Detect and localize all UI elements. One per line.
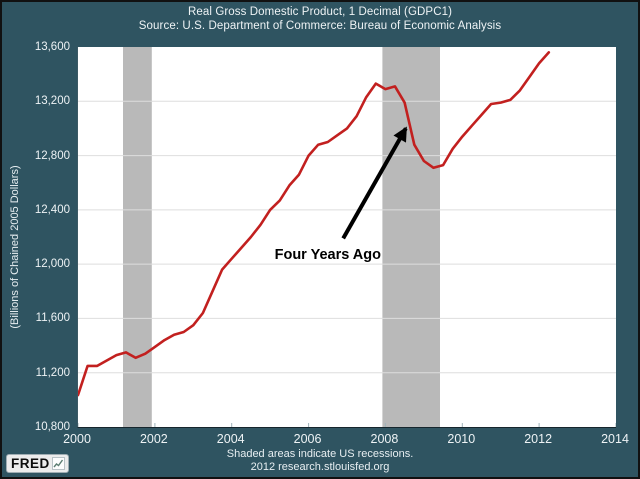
y-tick-label: 13,600	[34, 41, 70, 53]
y-tick-label: 12,400	[34, 203, 70, 216]
annotation-label: Four Years Ago	[275, 247, 382, 263]
y-tick-label: 11,200	[35, 366, 70, 379]
y-axis-title: (Billions of Chained 2005 Dollars)	[9, 165, 21, 329]
recession-band	[123, 47, 152, 427]
y-tick-label: 10,800	[34, 421, 70, 433]
x-tick-label: 2002	[139, 432, 168, 446]
x-tick-label: 2012	[524, 432, 553, 446]
y-tick-label: 13,200	[34, 95, 70, 108]
plot-area: Four Years Ago	[77, 47, 616, 428]
chart-line-icon	[51, 457, 65, 470]
gdp-line-chart: Four Years Ago	[78, 47, 616, 427]
x-tick-label: 2010	[447, 432, 476, 446]
y-tick-label: 12,000	[34, 258, 70, 271]
x-tick-label: 2006	[293, 432, 322, 446]
y-tick-label: 12,800	[34, 149, 70, 162]
footer-credit: 2012 research.stlouisfed.org	[250, 461, 390, 473]
x-tick-label: 2008	[370, 432, 399, 446]
gdp-line	[78, 51, 551, 397]
x-tick-label: 2014	[601, 432, 629, 446]
footer-note: Shaded areas indicate US recessions.	[226, 448, 414, 460]
x-tick-label: 2000	[63, 432, 91, 446]
chart-title: Real Gross Domestic Product, 1 Decimal (…	[187, 6, 453, 18]
chart-subtitle: Source: U.S. Department of Commerce: Bur…	[138, 20, 502, 32]
fred-logo-text: FRED	[11, 455, 50, 471]
fred-logo: FRED	[6, 454, 69, 473]
y-tick-label: 11,600	[35, 312, 70, 325]
annotation-arrow	[341, 126, 408, 240]
recession-band	[382, 47, 440, 427]
x-tick-label: 2004	[216, 432, 245, 446]
